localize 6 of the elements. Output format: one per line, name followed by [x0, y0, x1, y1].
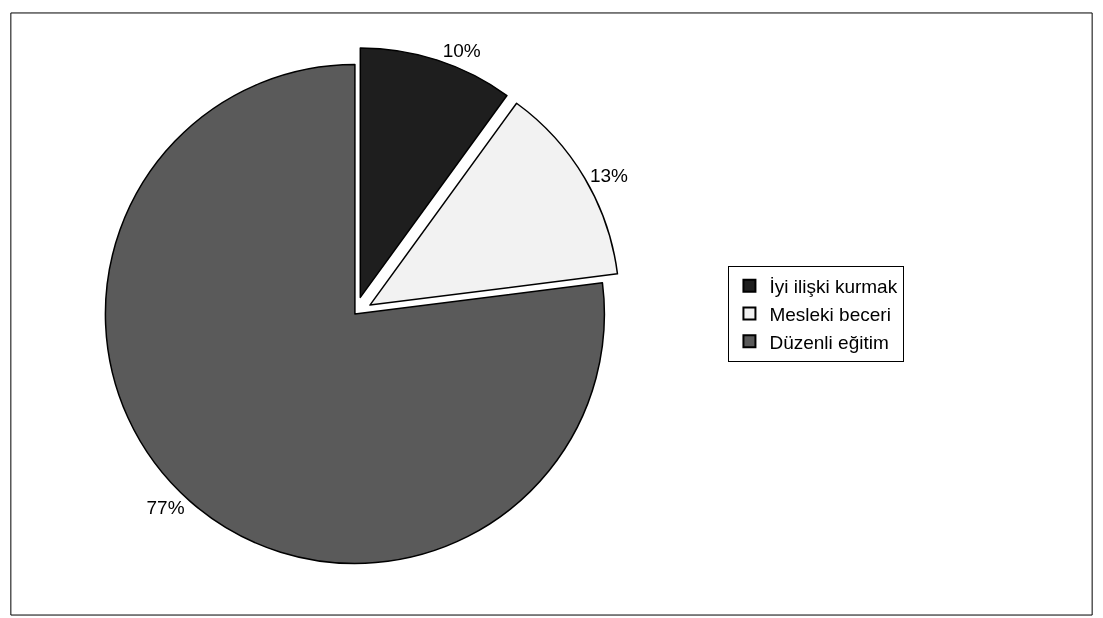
legend-label: İyi ilişki kurmak [769, 276, 898, 298]
legend-label: Düzenli eğitim [769, 331, 889, 353]
data-label: 77% [146, 496, 185, 518]
legend-label: Mesleki beceri [769, 303, 891, 325]
data-label: 10% [442, 40, 481, 62]
data-label: 13% [589, 164, 629, 186]
